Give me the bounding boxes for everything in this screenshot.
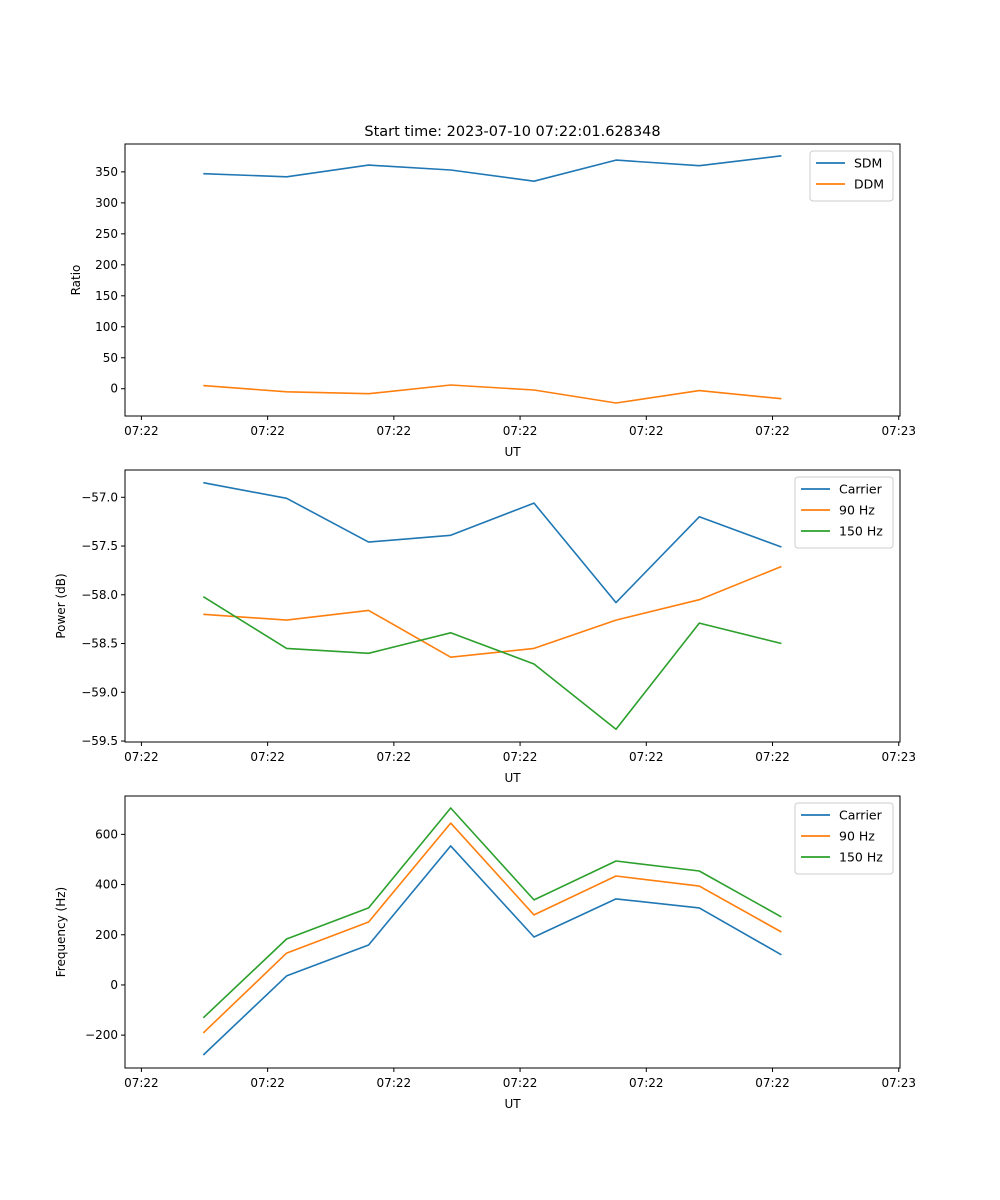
series-line-ddm (203, 384, 782, 404)
series-line-150-hz (202, 596, 782, 731)
y-tick-label: 200 (95, 928, 118, 942)
x-tick-label: 07:22 (124, 750, 159, 764)
y-tick-label: −58.5 (81, 637, 118, 651)
y-axis-label: Ratio (69, 265, 83, 296)
y-tick-label: 600 (95, 827, 118, 841)
x-tick-label: 07:22 (124, 1076, 159, 1090)
legend-label: 90 Hz (839, 829, 875, 844)
y-tick-label: −57.0 (81, 490, 118, 504)
x-tick-label: 07:22 (755, 1076, 790, 1090)
x-tick-label: 07:23 (881, 1076, 916, 1090)
series-line-carrier (203, 481, 782, 604)
subplot-1: Start time: 2023-07-10 07:22:01.628348 07… (69, 124, 916, 459)
x-tick-label: 07:22 (503, 424, 538, 438)
y-tick-label: 0 (110, 978, 118, 992)
y-tick-label: −59.5 (81, 734, 118, 748)
x-axis-label: UT (504, 1097, 521, 1111)
series-line-90-hz (202, 822, 782, 1034)
y-tick-label: 250 (95, 227, 118, 241)
legend-label: DDM (854, 177, 884, 192)
y-tick-label: 0 (110, 382, 118, 396)
x-tick-label: 07:22 (503, 1076, 538, 1090)
x-tick-label: 07:22 (124, 424, 159, 438)
y-tick-label: 100 (95, 320, 118, 334)
y-tick-label: −57.5 (81, 539, 118, 553)
axes-frame (124, 469, 901, 743)
legend-label: 90 Hz (839, 503, 875, 518)
x-tick-label: 07:22 (250, 750, 285, 764)
y-axis-label: Frequency (Hz) (54, 887, 68, 978)
x-axis-label: UT (504, 445, 521, 459)
x-axis-label: UT (504, 771, 521, 785)
legend-label: 150 Hz (839, 850, 883, 865)
series-line-150-hz (202, 807, 782, 1019)
x-tick-label: 07:23 (881, 424, 916, 438)
x-tick-label: 07:22 (377, 750, 412, 764)
y-tick-label: −59.0 (81, 685, 118, 699)
x-tick-label: 07:22 (250, 424, 285, 438)
subplot-3: 07:22 07:22 07:22 07:22 07:22 07:22 07:23 −200 0… (54, 795, 916, 1111)
axes-frame (124, 795, 901, 1069)
series-line-90-hz (203, 565, 782, 659)
x-tick-label: 07:22 (755, 424, 790, 438)
y-tick-label: 200 (95, 258, 118, 272)
legend-label: Carrier (839, 482, 883, 497)
x-tick-label: 07:22 (629, 750, 664, 764)
chart-title: Start time: 2023-07-10 07:22:01.628348 (364, 124, 660, 140)
y-tick-label: −200 (85, 1028, 118, 1042)
y-axis-label: Power (dB) (54, 573, 68, 638)
x-tick-label: 07:22 (250, 1076, 285, 1090)
legend-label: 150 Hz (839, 524, 883, 539)
x-tick-label: 07:22 (629, 424, 664, 438)
y-tick-label: 300 (95, 196, 118, 210)
series-line-carrier (202, 845, 782, 1056)
legend: Carrier 90 Hz 150 Hz (794, 476, 894, 549)
y-tick-label: 400 (95, 878, 118, 892)
legend-label: Carrier (839, 808, 883, 823)
y-tick-label: 50 (103, 351, 118, 365)
subplot-2: 07:22 07:22 07:22 07:22 07:22 07:22 07:23 −59.5… (54, 469, 916, 785)
y-tick-label: 350 (95, 165, 118, 179)
y-tick-label: 150 (95, 289, 118, 303)
legend-label: SDM (854, 156, 882, 171)
series-line-sdm (203, 155, 782, 182)
x-tick-label: 07:23 (881, 750, 916, 764)
axes-frame (124, 143, 901, 417)
x-tick-label: 07:22 (503, 750, 538, 764)
x-tick-label: 07:22 (755, 750, 790, 764)
x-tick-label: 07:22 (377, 1076, 412, 1090)
legend: SDM DDM (809, 150, 894, 202)
x-tick-label: 07:22 (629, 1076, 664, 1090)
x-tick-label: 07:22 (377, 424, 412, 438)
legend: Carrier 90 Hz 150 Hz (794, 802, 894, 875)
y-tick-label: −58.0 (81, 588, 118, 602)
